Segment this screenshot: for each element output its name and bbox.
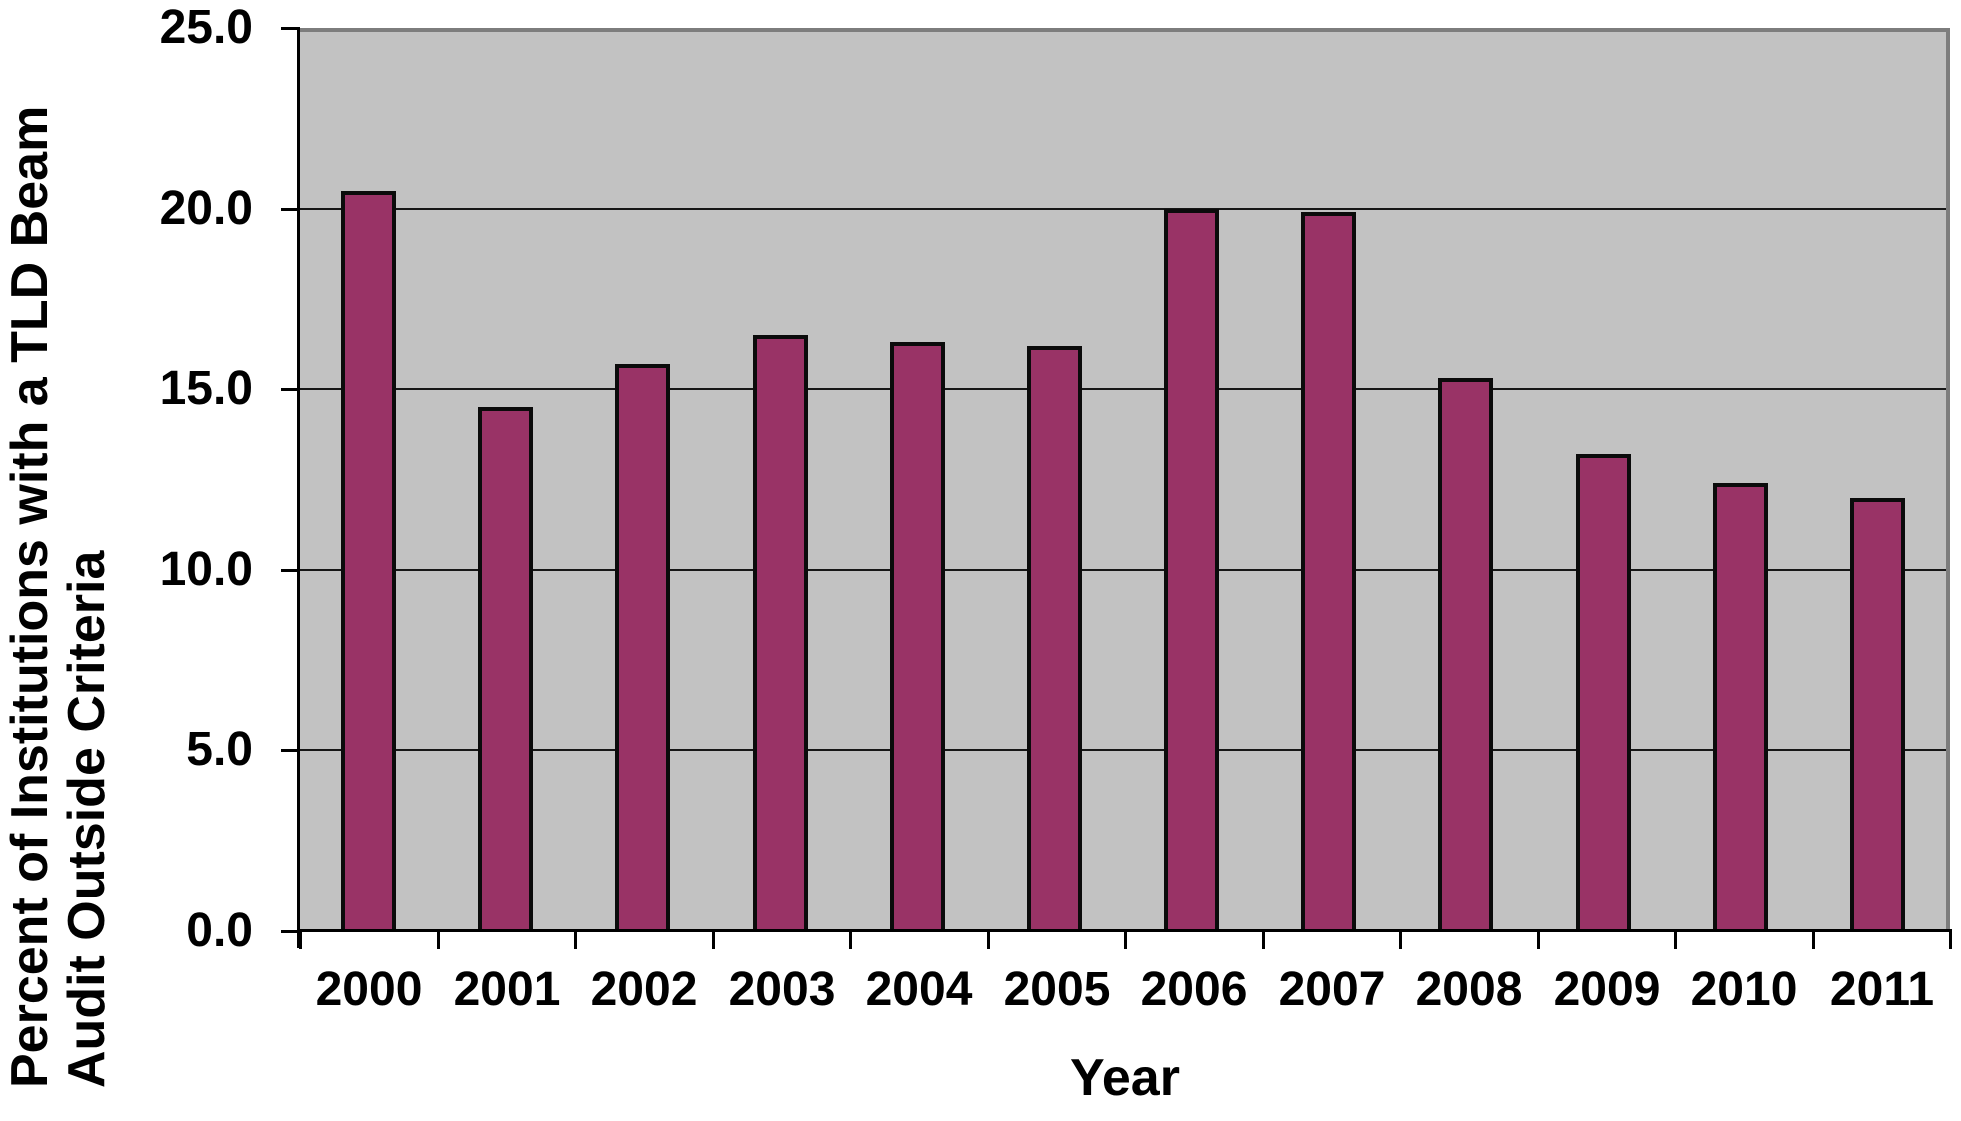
x-tick-mark-5 [987, 931, 990, 949]
y-tick-label-15.0: 15.0 [159, 362, 253, 415]
bar-2006 [1164, 209, 1220, 931]
bar-slot-2004 [849, 32, 986, 931]
y-tick-label-25.0: 25.0 [159, 1, 253, 54]
y-tick-mark-20.0 [281, 208, 300, 211]
bar-2001 [478, 407, 534, 931]
bar-slot-2006 [1123, 32, 1260, 931]
bar-slot-2000 [300, 32, 437, 931]
x-tick-mark-8 [1399, 931, 1402, 949]
x-tick-label-2005: 2005 [1003, 963, 1111, 1016]
x-tick-mark-12 [1949, 931, 1952, 949]
x-tick-label-2004: 2004 [865, 963, 973, 1016]
x-tick-mark-2 [574, 931, 577, 949]
y-tick-mark-0.0 [281, 930, 300, 933]
bar-2011 [1849, 498, 1905, 931]
y-tick-label-10.0: 10.0 [159, 543, 253, 596]
y-axis-title-line-2: Audit Outside Criteria [58, 550, 116, 1088]
gridline-10 [300, 569, 1946, 571]
x-tick-label-2010: 2010 [1690, 963, 1798, 1016]
x-tick-label-2006: 2006 [1140, 963, 1248, 1016]
x-tick-mark-11 [1812, 931, 1815, 949]
gridline-20 [300, 208, 1946, 210]
plot-area [300, 28, 1950, 931]
x-tick-mark-4 [849, 931, 852, 949]
x-axis-line [297, 929, 1952, 932]
bar-slot-2005 [986, 32, 1123, 931]
x-tick-mark-10 [1674, 931, 1677, 949]
y-tick-label-0.0: 0.0 [186, 904, 253, 957]
bar-slot-2011 [1809, 32, 1946, 931]
bar-2000 [341, 191, 397, 931]
bar-slot-2010 [1672, 32, 1809, 931]
bar-2010 [1712, 483, 1768, 931]
y-tick-mark-10.0 [281, 569, 300, 572]
y-tick-mark-25.0 [281, 27, 300, 30]
bar-2002 [615, 364, 671, 931]
y-axis-title: Percent of Institutions with a TLD Beam … [1, 105, 116, 1088]
x-tick-label-2009: 2009 [1553, 963, 1661, 1016]
x-tick-label-2003: 2003 [728, 963, 836, 1016]
bar-2004 [889, 342, 945, 931]
x-tick-mark-0 [299, 931, 302, 949]
x-tick-label-2000: 2000 [315, 963, 423, 1016]
y-tick-mark-15.0 [281, 388, 300, 391]
bar-slot-2002 [574, 32, 711, 931]
y-axis-title-line-1: Percent of Institutions with a TLD Beam [1, 105, 59, 1088]
bar-2007 [1301, 212, 1357, 931]
x-tick-mark-1 [437, 931, 440, 949]
x-tick-mark-6 [1124, 931, 1127, 949]
x-tick-mark-9 [1537, 931, 1540, 949]
bar-slot-2003 [712, 32, 849, 931]
y-axis-line [297, 28, 300, 948]
x-tick-label-2001: 2001 [453, 963, 561, 1016]
bar-2003 [752, 335, 808, 931]
bar-slot-2009 [1535, 32, 1672, 931]
bar-slot-2001 [437, 32, 574, 931]
x-tick-label-2011: 2011 [1829, 963, 1935, 1016]
bar-2009 [1575, 454, 1631, 931]
x-tick-mark-7 [1262, 931, 1265, 949]
bar-slot-2007 [1260, 32, 1397, 931]
gridline-5 [300, 749, 1946, 751]
y-tick-label-20.0: 20.0 [159, 182, 253, 235]
x-tick-label-2008: 2008 [1415, 963, 1523, 1016]
bar-2008 [1438, 378, 1494, 931]
x-tick-label-2002: 2002 [590, 963, 698, 1016]
bar-slot-2008 [1397, 32, 1534, 931]
y-tick-label-5.0: 5.0 [186, 723, 253, 776]
bar-2005 [1026, 346, 1082, 931]
x-tick-mark-3 [712, 931, 715, 949]
x-tick-label-2007: 2007 [1278, 963, 1386, 1016]
x-axis-title: Year [1070, 1049, 1180, 1107]
gridline-15 [300, 388, 1946, 390]
y-tick-mark-5.0 [281, 749, 300, 752]
